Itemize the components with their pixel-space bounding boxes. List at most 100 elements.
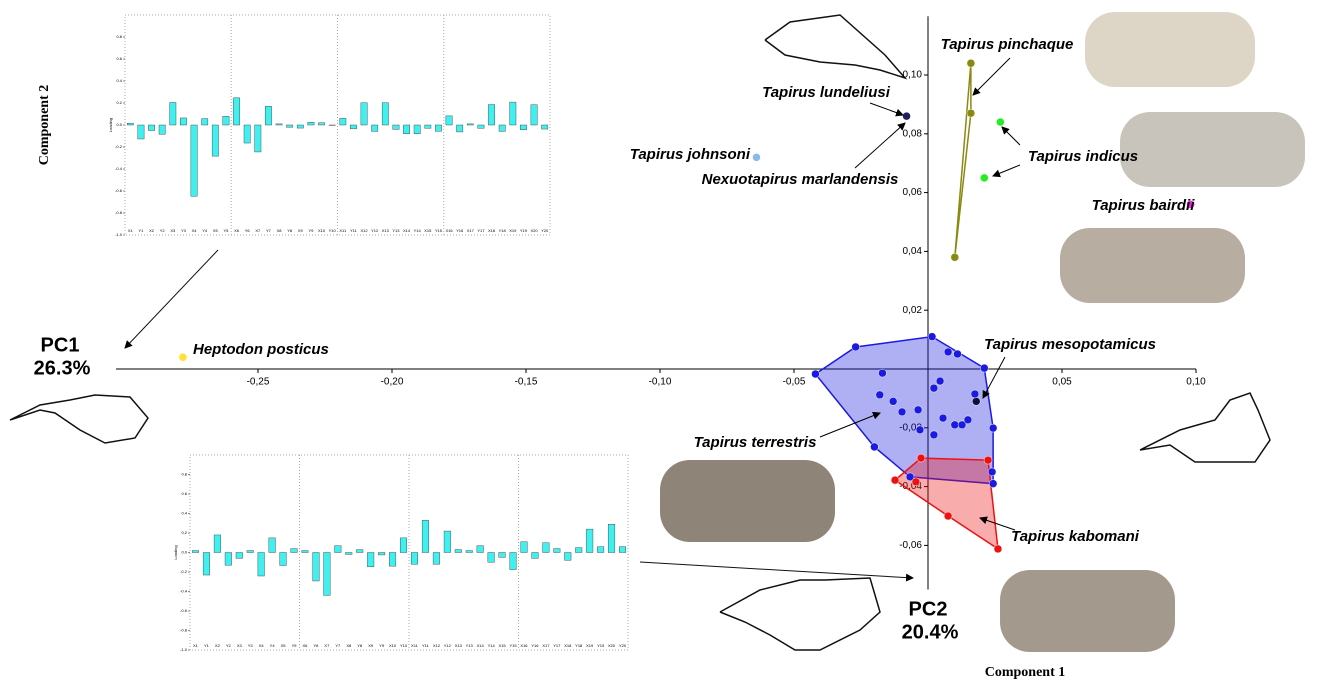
x-tick-label: X12 bbox=[361, 228, 369, 233]
point bbox=[984, 456, 992, 464]
bar bbox=[564, 553, 571, 561]
series-label: Tapirus bairdii bbox=[1092, 197, 1196, 214]
bar bbox=[382, 103, 388, 125]
x-tick-label: Y14 bbox=[414, 228, 422, 233]
point bbox=[989, 480, 997, 488]
y-axis-title: Loading bbox=[108, 118, 113, 132]
bar bbox=[499, 125, 505, 131]
bar bbox=[203, 553, 210, 576]
bar bbox=[488, 105, 494, 125]
point bbox=[971, 390, 979, 398]
arrow bbox=[640, 562, 913, 578]
point bbox=[936, 377, 944, 385]
point bbox=[988, 468, 996, 476]
point bbox=[930, 384, 938, 392]
x-tick-label: Y7 bbox=[266, 228, 272, 233]
x-tick-label: -0,10 bbox=[649, 377, 672, 388]
bar bbox=[170, 102, 176, 125]
x-tick-label: Y20 bbox=[619, 643, 627, 648]
bar bbox=[400, 538, 407, 553]
skull bbox=[1120, 112, 1305, 187]
series-label: Tapirus lundeliusi bbox=[762, 84, 891, 101]
bar bbox=[531, 105, 537, 125]
point bbox=[912, 478, 920, 486]
x-tick-label: Y18 bbox=[499, 228, 507, 233]
x-tick-label: Y3 bbox=[181, 228, 187, 233]
axis-title: Component 2 bbox=[37, 85, 52, 166]
x-tick-label: Y19 bbox=[520, 228, 528, 233]
y-tick-label: 0.8 bbox=[116, 34, 122, 39]
point bbox=[967, 109, 975, 117]
x-tick-label: 0,05 bbox=[1052, 377, 1072, 388]
bar bbox=[478, 125, 484, 128]
x-tick-label: X4 bbox=[192, 228, 198, 233]
x-tick-label: Y10 bbox=[400, 643, 408, 648]
bar bbox=[389, 553, 396, 567]
bar bbox=[302, 551, 309, 553]
x-tick-label: Y8 bbox=[287, 228, 293, 233]
x-tick-label: X1 bbox=[193, 643, 199, 648]
arrow bbox=[855, 123, 905, 168]
x-tick-label: X9 bbox=[368, 643, 374, 648]
y-tick-label: 0,02 bbox=[903, 305, 923, 316]
x-tick-label: Y2 bbox=[160, 228, 166, 233]
x-tick-label: X14 bbox=[477, 643, 485, 648]
y-tick-label: 0,10 bbox=[903, 70, 923, 81]
bar bbox=[308, 122, 314, 125]
x-tick-label: X15 bbox=[424, 228, 432, 233]
bar bbox=[554, 549, 561, 553]
bar bbox=[350, 125, 356, 129]
x-tick-label: X15 bbox=[499, 643, 507, 648]
bar bbox=[223, 116, 229, 125]
bar bbox=[575, 548, 582, 553]
x-tick-label: Y10 bbox=[329, 228, 337, 233]
x-tick-label: Y16 bbox=[531, 643, 539, 648]
x-tick-label: Y17 bbox=[553, 643, 561, 648]
y-tick-label: -0.2 bbox=[180, 569, 188, 574]
figure: -1.0-0.8-0.6-0.4-0.20.00.20.40.60.8Loadi… bbox=[0, 0, 1326, 682]
x-tick-label: -0,15 bbox=[515, 377, 538, 388]
point bbox=[939, 414, 947, 422]
bar bbox=[297, 125, 303, 128]
bar bbox=[467, 124, 473, 125]
bar bbox=[138, 125, 144, 139]
x-tick-label: Y9 bbox=[308, 228, 314, 233]
x-tick-label: Y2 bbox=[226, 643, 232, 648]
skull bbox=[1000, 570, 1175, 652]
x-tick-label: Y16 bbox=[456, 228, 464, 233]
skull bbox=[660, 460, 835, 542]
x-tick-label: 0,10 bbox=[1186, 377, 1206, 388]
bar bbox=[356, 550, 363, 553]
series-label: Nexuotapirus marlandensis bbox=[702, 171, 899, 188]
bar bbox=[435, 125, 441, 131]
y-tick-label: 0.6 bbox=[181, 491, 187, 496]
x-tick-label: Y11 bbox=[422, 643, 430, 648]
skull bbox=[1085, 12, 1255, 87]
point bbox=[930, 431, 938, 439]
y-tick-label: 0.4 bbox=[116, 78, 122, 83]
point bbox=[944, 512, 952, 520]
x-tick-label: -0,20 bbox=[381, 377, 404, 388]
bar bbox=[455, 550, 462, 553]
x-tick-label: X14 bbox=[403, 228, 411, 233]
bar bbox=[466, 551, 473, 553]
arrow bbox=[870, 103, 903, 115]
series-label: Tapirus johnsoni bbox=[630, 146, 751, 163]
bar bbox=[335, 546, 342, 553]
point bbox=[917, 454, 925, 462]
y-tick-label: -0.4 bbox=[115, 166, 123, 171]
bar bbox=[411, 553, 418, 565]
bar bbox=[597, 547, 604, 553]
bar bbox=[361, 103, 367, 125]
x-tick-label: X13 bbox=[382, 228, 390, 233]
y-tick-label: -0.6 bbox=[180, 608, 188, 613]
x-tick-label: X16 bbox=[446, 228, 454, 233]
x-tick-label: X7 bbox=[324, 643, 330, 648]
point bbox=[951, 253, 959, 261]
outline bbox=[10, 395, 148, 443]
x-tick-label: Y7 bbox=[335, 643, 341, 648]
x-tick-label: Y4 bbox=[202, 228, 208, 233]
x-tick-label: X1 bbox=[128, 228, 134, 233]
series-label: Tapirus mesopotamicus bbox=[984, 336, 1156, 353]
arrow bbox=[973, 58, 1010, 95]
